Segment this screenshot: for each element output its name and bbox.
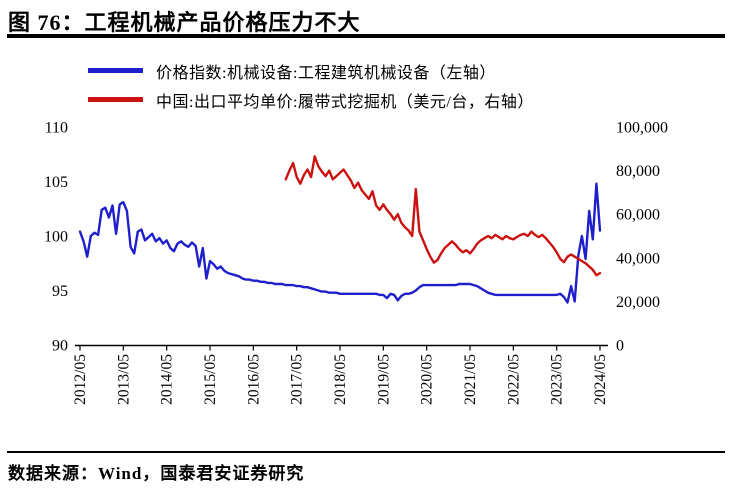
data-source: 数据来源：Wind，国泰君安证券研究 <box>8 464 305 483</box>
x-axis-label: 2022/05 <box>505 354 522 405</box>
legend-item-price-index: 价格指数:机械设备:工程建筑机械设备（左轴） <box>88 56 534 85</box>
y-axis-label-right: 40,000 <box>616 250 660 267</box>
x-axis-label: 2016/05 <box>245 354 262 405</box>
x-axis-label: 2012/05 <box>72 354 89 405</box>
x-axis-label: 2015/05 <box>202 354 219 405</box>
chart-legend: 价格指数:机械设备:工程建筑机械设备（左轴） 中国:出口平均单价:履带式挖掘机（… <box>88 56 534 114</box>
x-axis-label: 2021/05 <box>462 354 479 405</box>
x-axis-label: 2017/05 <box>289 354 306 405</box>
x-axis-label: 2020/05 <box>419 354 436 405</box>
legend-item-export-price: 中国:出口平均单价:履带式挖掘机（美元/台，右轴） <box>88 85 534 114</box>
x-axis-label: 2023/05 <box>549 354 566 405</box>
x-axis-label: 2019/05 <box>375 354 392 405</box>
legend-label-export-price: 中国:出口平均单价:履带式挖掘机（美元/台，右轴） <box>156 93 534 111</box>
x-axis-label: 2024/05 <box>592 354 609 405</box>
legend-label-price-index: 价格指数:机械设备:工程建筑机械设备（左轴） <box>156 64 496 82</box>
source-divider <box>7 451 725 453</box>
figure-title: 图 76：工程机械产品价格压力不大 <box>8 10 361 35</box>
dual-axis-line-chart: 2012/05 2013/05 2014/05 2015/05 2016/05 2017/… <box>44 120 668 405</box>
y-axis-label-left: 100 <box>44 229 68 246</box>
title-divider <box>7 34 725 38</box>
y-axis-label-right: 60,000 <box>616 207 660 224</box>
y-axis-label-right: 0 <box>616 338 624 355</box>
x-axis-label: 2014/05 <box>159 354 176 405</box>
y-axis-label-left: 110 <box>45 120 68 137</box>
y-axis-label-left: 90 <box>52 338 68 355</box>
legend-swatch-blue-line <box>88 68 143 73</box>
y-axis-label-right: 20,000 <box>616 294 660 311</box>
series-line-price-index <box>78 182 602 304</box>
y-axis-label-left: 95 <box>52 283 68 300</box>
series-line-export-unit-price <box>284 155 602 277</box>
y-axis-label-right: 80,000 <box>616 163 660 180</box>
x-axis-label: 2013/05 <box>115 354 132 405</box>
y-axis-label-right: 100,000 <box>616 120 668 137</box>
y-axis-label-left: 105 <box>44 174 68 191</box>
x-axis-label: 2018/05 <box>332 354 349 405</box>
legend-swatch-red-line <box>88 97 143 102</box>
